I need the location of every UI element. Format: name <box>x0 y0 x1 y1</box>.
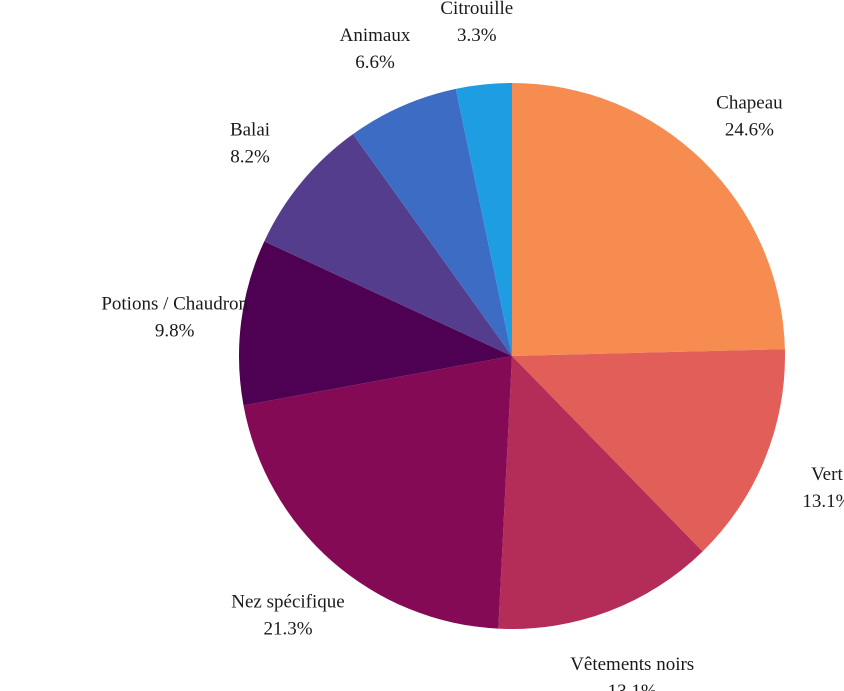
slice-label-chapeau: Chapeau <box>716 93 783 114</box>
pie-slice-vetements-noirs <box>498 356 703 630</box>
slice-label-potions-chaudron: Potions / Chaudron <box>101 293 248 314</box>
slice-label-balai: Balai <box>230 119 270 140</box>
slice-value-vert: 13.1% <box>802 491 844 512</box>
pie-slice-citrouille <box>455 83 512 356</box>
pie-labels: Chapeau 24.6% Vert 13.1% Vêtements noirs 13.1… <box>101 0 844 691</box>
slice-value-potions-chaudron: 9.8% <box>155 320 195 341</box>
slice-value-balai: 8.2% <box>230 146 270 167</box>
slice-value-animaux: 6.6% <box>355 52 395 73</box>
pie-slice-potions-chaudron <box>239 241 513 406</box>
slice-value-nez-specifique: 21.3% <box>263 619 312 640</box>
pie-slice-nez-specifique <box>243 356 512 629</box>
pie-slice-chapeau <box>512 83 785 356</box>
slice-value-citrouille: 3.3% <box>457 25 497 46</box>
slice-value-chapeau: 24.6% <box>725 120 774 141</box>
pie-slice-balai <box>264 134 512 356</box>
pie-slices <box>239 83 785 630</box>
slice-label-vetements-noirs: Vêtements noirs <box>570 654 694 675</box>
slice-label-nez-specifique: Nez spécifique <box>231 592 344 613</box>
slice-label-vert: Vert <box>811 464 843 485</box>
slice-label-animaux: Animaux <box>340 25 411 46</box>
pie-slice-vert <box>512 349 785 552</box>
slice-value-vetements-noirs: 13.1% <box>608 681 657 691</box>
pie-slice-animaux <box>352 88 512 356</box>
slice-label-citrouille: Citrouille <box>440 0 513 19</box>
